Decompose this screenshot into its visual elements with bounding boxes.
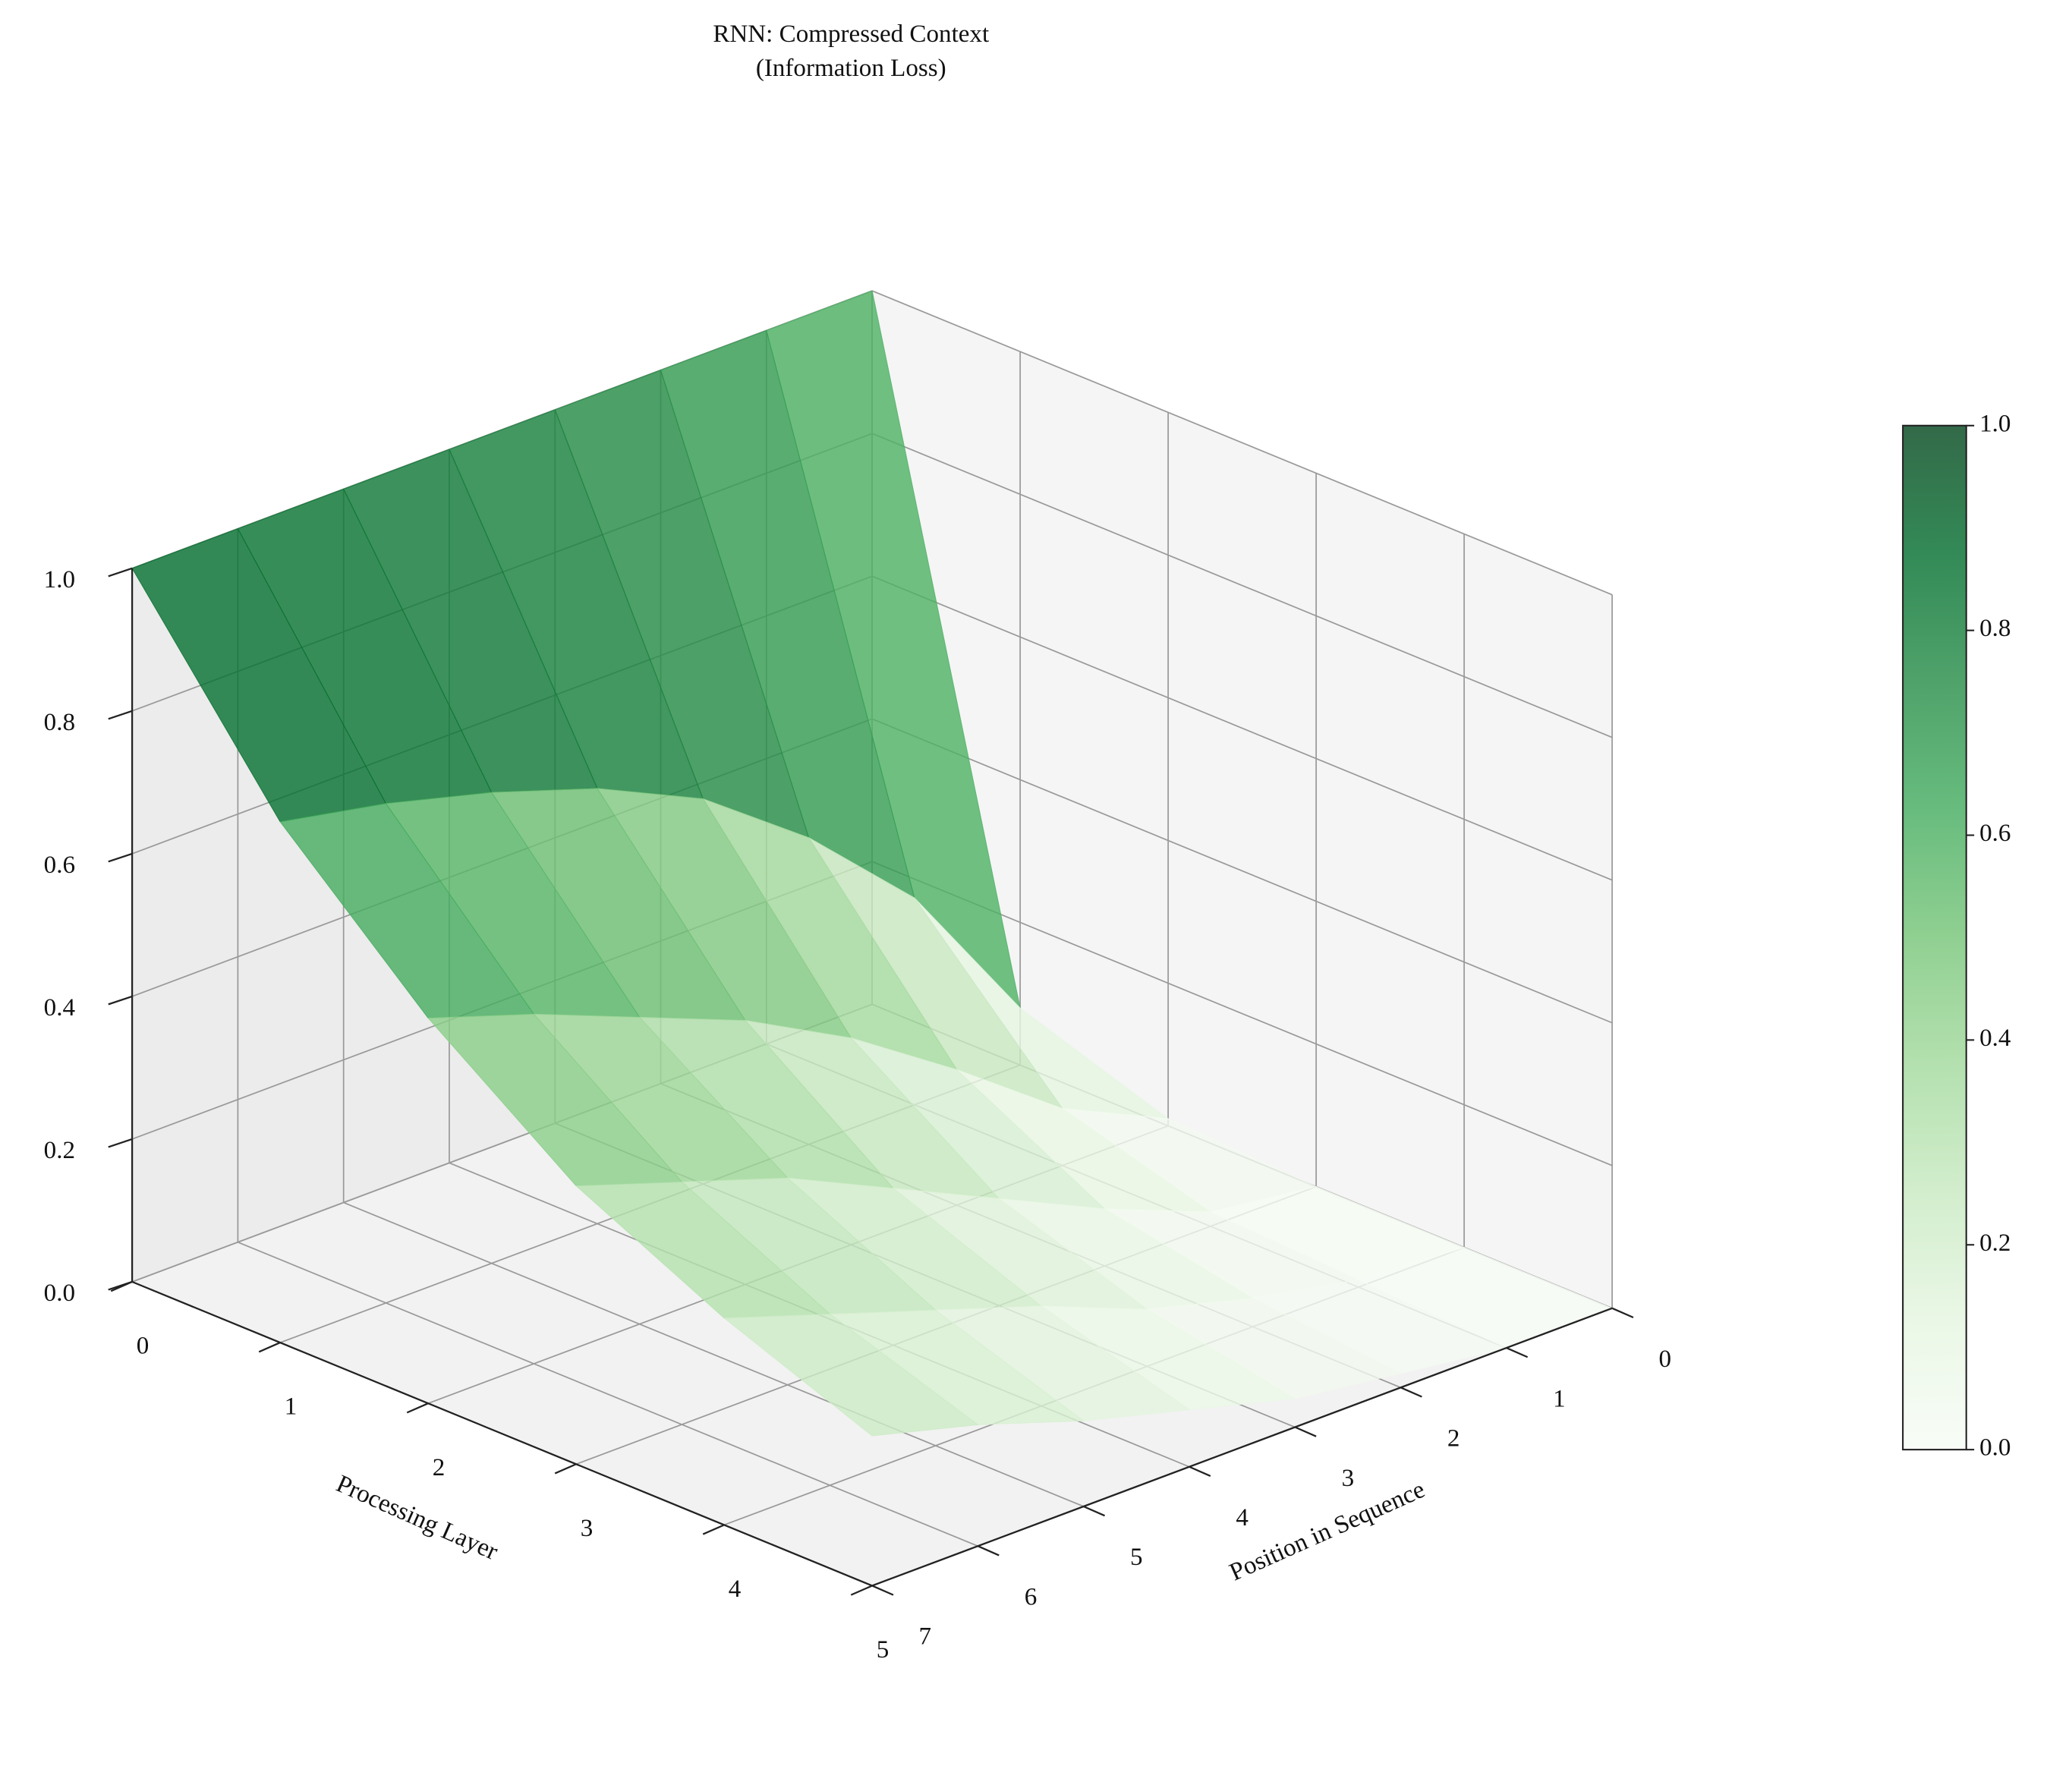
z-tick bbox=[108, 995, 133, 1006]
surface-patch bbox=[723, 1313, 979, 1437]
x-tick bbox=[554, 1463, 577, 1475]
z-tick-label: 0.2 bbox=[44, 1137, 75, 1164]
chart-title: RNN: Compressed Context bbox=[713, 20, 989, 48]
z-tick bbox=[108, 710, 133, 720]
y-tick-label: 5 bbox=[1130, 1544, 1143, 1571]
z-tick bbox=[108, 1138, 133, 1148]
y-tick bbox=[1506, 1347, 1529, 1358]
z-tick bbox=[108, 567, 133, 578]
y-tick bbox=[1189, 1465, 1211, 1477]
y-tick bbox=[1083, 1505, 1105, 1517]
x-tick-label: 4 bbox=[729, 1576, 742, 1603]
y-tick-label: 3 bbox=[1342, 1465, 1355, 1492]
z-tick-label: 0.4 bbox=[44, 994, 76, 1021]
y-tick-label: 0 bbox=[1658, 1346, 1671, 1373]
grid-line bbox=[871, 718, 1613, 1024]
y-tick-label: 2 bbox=[1447, 1425, 1460, 1453]
y-tick bbox=[1294, 1426, 1317, 1437]
x-axis-label: Processing Layer bbox=[332, 1470, 502, 1566]
x-tick bbox=[850, 1585, 873, 1596]
z-tick-label: 0.8 bbox=[44, 709, 75, 736]
x-tick-label: 2 bbox=[433, 1454, 446, 1481]
chart-title: (Information Loss) bbox=[756, 55, 946, 82]
y-tick bbox=[871, 1585, 894, 1596]
y-tick bbox=[977, 1545, 1000, 1557]
colorbar-tick-label: 0.4 bbox=[1979, 1025, 2011, 1052]
z-tick bbox=[108, 1280, 133, 1291]
z-tick-label: 0.6 bbox=[44, 852, 75, 879]
grid-line bbox=[871, 575, 1613, 881]
colorbar-tick-label: 0.2 bbox=[1979, 1229, 2011, 1257]
grid-line bbox=[871, 290, 1613, 596]
grid-line bbox=[343, 1201, 1085, 1507]
z-tick bbox=[108, 852, 133, 863]
x-axis-line bbox=[131, 1280, 873, 1587]
x-tick-label: 1 bbox=[285, 1393, 298, 1421]
colorbar-tick-label: 0.6 bbox=[1979, 820, 2011, 847]
y-tick-label: 4 bbox=[1236, 1504, 1249, 1531]
colorbar-tick-label: 0.8 bbox=[1979, 615, 2011, 642]
colorbar-tick-label: 1.0 bbox=[1979, 410, 2011, 437]
x-tick-label: 5 bbox=[877, 1636, 890, 1664]
surface bbox=[131, 290, 1614, 1437]
x-tick-label: 0 bbox=[137, 1333, 150, 1360]
z-tick-label: 0.0 bbox=[44, 1280, 75, 1307]
y-tick-label: 7 bbox=[918, 1623, 931, 1651]
y-tick bbox=[1400, 1387, 1422, 1398]
x-tick bbox=[702, 1524, 725, 1535]
x-tick bbox=[258, 1342, 281, 1353]
x-tick bbox=[406, 1402, 429, 1414]
grid-line bbox=[871, 433, 1613, 738]
z-tick-label: 1.0 bbox=[44, 566, 75, 593]
x-tick-label: 3 bbox=[581, 1515, 594, 1542]
y-axis-line bbox=[871, 1307, 1613, 1587]
grid-line bbox=[238, 1241, 978, 1547]
colorbar-tick-label: 0.0 bbox=[1979, 1434, 2011, 1462]
y-tick-label: 6 bbox=[1025, 1583, 1038, 1610]
colorbar bbox=[1902, 424, 1967, 1451]
y-tick bbox=[1611, 1307, 1634, 1319]
y-tick-label: 1 bbox=[1553, 1385, 1566, 1412]
y-axis-label: Position in Sequence bbox=[1226, 1476, 1429, 1587]
